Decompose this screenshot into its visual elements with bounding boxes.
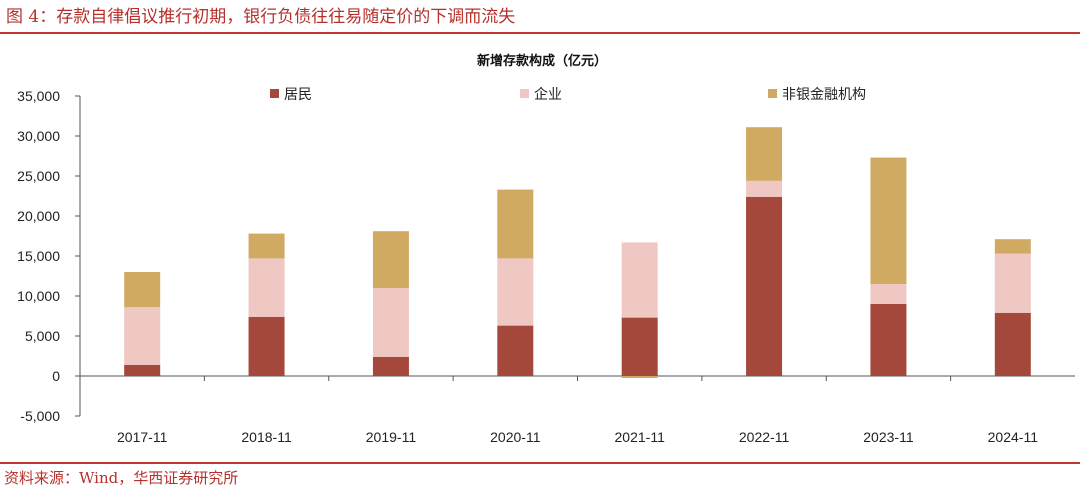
bar-segment-enterprises	[621, 242, 658, 318]
bar-segment-nonbank	[870, 157, 907, 284]
x-tick-label: 2024-11	[988, 429, 1039, 445]
y-tick-label: 20,000	[17, 208, 60, 224]
bar-segment-enterprises	[746, 180, 783, 197]
y-tick-label: 10,000	[17, 288, 60, 304]
x-tick-label: 2020-11	[490, 429, 541, 445]
x-tick-label: 2017-11	[117, 429, 168, 445]
chart-title: 新增存款构成（亿元）	[477, 53, 607, 69]
legend-swatch	[270, 89, 279, 98]
top-divider	[0, 32, 1080, 34]
legend-swatch	[768, 89, 777, 98]
y-tick-label: 35,000	[17, 88, 60, 104]
bar-segment-nonbank	[497, 189, 534, 259]
bar-segment-nonbank	[621, 376, 658, 378]
bar-segment-enterprises	[870, 284, 907, 304]
figure-title: 图 4：存款自律倡议推行初期，银行负债往往易随定价的下调而流失	[6, 7, 516, 27]
bar-segment-residents	[994, 312, 1031, 376]
legend-label: 非银金融机构	[782, 87, 866, 103]
bar-segment-enterprises	[124, 307, 161, 365]
bar-segment-nonbank	[746, 127, 783, 181]
legend-label: 居民	[284, 87, 312, 103]
x-tick-label: 2022-11	[739, 429, 790, 445]
y-tick-label: 30,000	[17, 128, 60, 144]
bar-segment-residents	[124, 364, 161, 376]
source-note: 资料来源：Wind，华西证券研究所	[4, 469, 239, 487]
bar-segment-residents	[248, 316, 285, 376]
x-tick-label: 2018-11	[241, 429, 292, 445]
y-tick-label: -5,000	[20, 408, 60, 424]
bar-segment-nonbank	[248, 233, 285, 259]
x-tick-label: 2019-11	[366, 429, 417, 445]
bar-segment-nonbank	[994, 239, 1031, 254]
bar-segment-residents	[870, 304, 907, 376]
bar-segment-nonbank	[372, 231, 409, 288]
bar-segment-residents	[372, 356, 409, 376]
x-tick-label: 2021-11	[615, 429, 666, 445]
y-tick-label: 15,000	[17, 248, 60, 264]
legend-swatch	[520, 89, 529, 98]
bottom-divider	[0, 462, 1080, 464]
stacked-bar-chart: 新增存款构成（亿元） -5,000 0 5,000 10,000 15,000 20,000…	[17, 53, 1075, 445]
bar-segment-residents	[746, 196, 783, 376]
y-tick-label: 5,000	[25, 328, 60, 344]
bar-segment-enterprises	[994, 253, 1031, 313]
legend-label: 企业	[534, 86, 562, 103]
bar-segment-enterprises	[248, 258, 285, 317]
y-tick-label: 25,000	[17, 168, 60, 184]
bar-segment-residents	[621, 317, 658, 376]
y-tick-label: 0	[52, 368, 60, 384]
x-tick-label: 2023-11	[863, 429, 914, 445]
bar-segment-enterprises	[372, 288, 409, 357]
bar-segment-enterprises	[497, 258, 534, 326]
bar-segment-residents	[497, 325, 534, 376]
bar-segment-nonbank	[124, 272, 161, 308]
